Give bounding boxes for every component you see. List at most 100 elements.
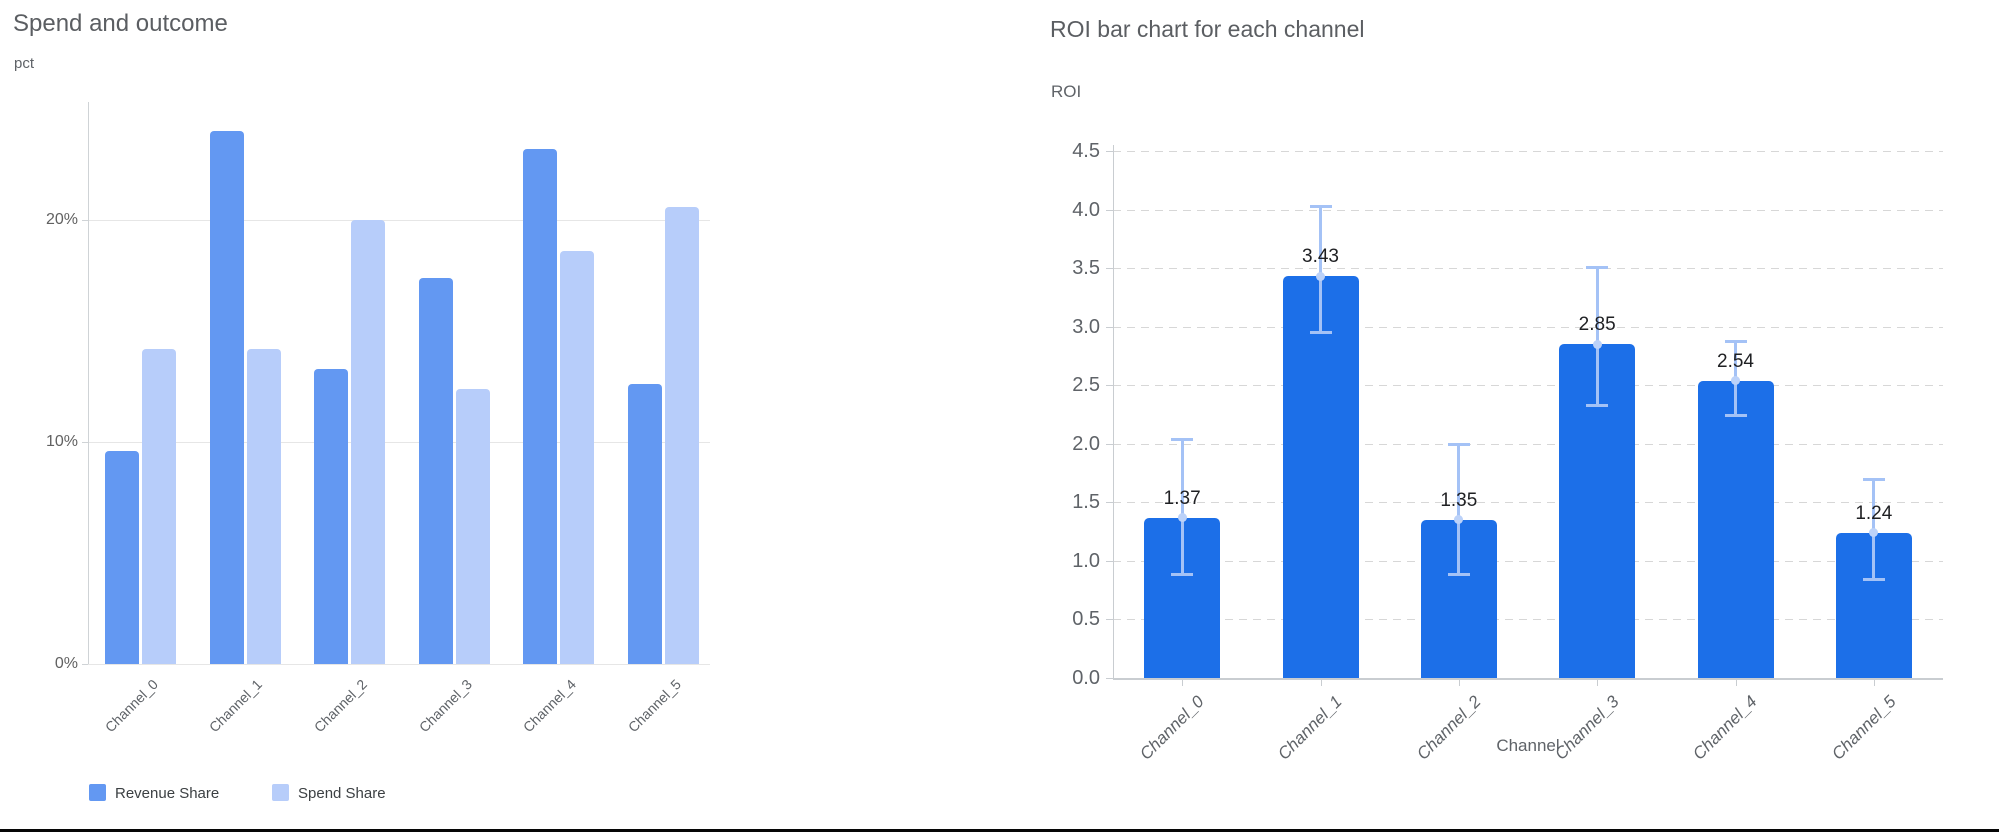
error-bar-cap-top-channel-2	[1447, 442, 1470, 446]
right-gridline-2.5	[1113, 385, 1943, 387]
error-bar-line-channel-1	[1319, 206, 1322, 333]
right-gridline-3.5	[1113, 268, 1943, 270]
bar-spend-share-channel-5	[665, 206, 699, 664]
bar-spend-share-channel-1	[246, 348, 281, 664]
legend-swatch-spend-share	[272, 784, 289, 801]
right-chart-title: ROI bar chart for each channel	[1050, 16, 1365, 42]
bar-revenue-share-channel-2	[314, 368, 349, 664]
right-y-tick-mark	[1106, 209, 1113, 211]
right-x-axis-line	[1113, 678, 1943, 680]
bottom-border-line	[0, 829, 1999, 832]
right-y-axis-line	[1113, 145, 1114, 678]
right-y-tick-label-1.0: 1.0	[1072, 549, 1100, 572]
bar-revenue-share-channel-0	[105, 450, 139, 664]
error-bar-cap-top-channel-0	[1171, 438, 1194, 442]
right-y-tick-mark	[1106, 151, 1113, 153]
right-x-tick-mark-channel-4	[1735, 680, 1737, 686]
right-x-axis-title: Channel	[1496, 736, 1560, 755]
right-y-tick-mark	[1106, 443, 1113, 445]
right-gridline-4.0	[1113, 209, 1943, 211]
bar-roi-channel-1	[1282, 276, 1359, 678]
right-x-tick-mark-channel-2	[1458, 680, 1460, 686]
left-y-tick-label-0%: 0%	[54, 655, 78, 672]
bar-spend-share-channel-0	[142, 348, 176, 664]
left-y-tick-mark	[82, 220, 88, 221]
right-gridline-4.5	[1113, 151, 1943, 153]
right-y-tick-label-4.5: 4.5	[1072, 140, 1100, 163]
left-gridline-20%	[88, 220, 710, 221]
error-bar-dot-channel-4	[1731, 376, 1740, 386]
bar-value-label-channel-2: 1.35	[1440, 489, 1478, 511]
left-y-tick-label-20%: 20%	[45, 211, 78, 228]
error-bar-line-channel-3	[1595, 267, 1599, 407]
bar-value-label-channel-3: 2.85	[1578, 314, 1616, 336]
bar-revenue-share-channel-1	[209, 131, 244, 664]
right-y-tick-label-1.5: 1.5	[1072, 491, 1100, 514]
right-gridline-0.5	[1113, 619, 1943, 621]
bar-revenue-share-channel-5	[628, 384, 662, 664]
right-y-tick-mark	[1106, 385, 1113, 387]
legend-label-revenue-share: Revenue Share	[115, 785, 220, 802]
right-y-tick-label-3.5: 3.5	[1072, 257, 1100, 280]
error-bar-cap-top-channel-4	[1724, 339, 1747, 343]
bar-revenue-share-channel-4	[523, 148, 558, 664]
left-y-axis-unit-label: pct	[14, 55, 35, 72]
left-y-tick-mark	[82, 442, 88, 443]
left-y-axis-line	[88, 102, 89, 664]
bar-spend-share-channel-2	[351, 220, 386, 664]
right-x-label-channel-1: Channel_1	[1274, 692, 1346, 764]
error-bar-line-channel-0	[1180, 439, 1184, 575]
right-y-axis-unit-label: ROI	[1051, 82, 1082, 101]
right-y-tick-label-3.0: 3.0	[1072, 315, 1100, 338]
left-chart-title: Spend and outcome	[13, 10, 228, 37]
right-y-tick-label-2.5: 2.5	[1072, 374, 1100, 397]
bar-revenue-share-channel-3	[418, 277, 453, 664]
error-bar-cap-bottom-channel-5	[1862, 577, 1885, 581]
right-y-tick-mark	[1106, 560, 1113, 562]
right-x-tick-mark-channel-0	[1182, 680, 1184, 686]
right-x-tick-mark-channel-1	[1320, 680, 1322, 686]
bar-roi-channel-4	[1697, 380, 1774, 678]
error-bar-dot-channel-5	[1869, 528, 1879, 538]
bar-value-label-channel-0: 1.37	[1163, 487, 1201, 509]
right-gridline-1.5	[1113, 502, 1943, 504]
right-y-tick-label-2.0: 2.0	[1072, 432, 1100, 455]
right-gridline-3.0	[1113, 326, 1943, 328]
left-gridline-0%	[88, 664, 710, 665]
left-gridline-10%	[88, 442, 710, 443]
left-y-tick-label-10%: 10%	[45, 433, 78, 450]
error-bar-cap-bottom-channel-0	[1171, 572, 1194, 576]
bar-spend-share-channel-3	[455, 388, 490, 664]
left-y-tick-mark	[82, 664, 88, 665]
error-bar-dot-channel-2	[1454, 515, 1464, 525]
error-bar-cap-bottom-channel-1	[1309, 330, 1332, 334]
right-y-tick-label-0.5: 0.5	[1072, 608, 1100, 631]
right-y-tick-mark	[1106, 678, 1113, 679]
bar-value-label-channel-5: 1.24	[1855, 502, 1893, 524]
error-bar-cap-bottom-channel-3	[1586, 404, 1609, 408]
right-gridline-1.0	[1113, 560, 1943, 562]
right-x-tick-mark-channel-5	[1873, 680, 1875, 686]
bar-value-label-channel-1: 3.43	[1302, 246, 1339, 268]
error-bar-cap-top-channel-5	[1862, 477, 1885, 481]
legend-label-spend-share: Spend Share	[298, 785, 386, 802]
right-x-tick-mark-channel-3	[1597, 680, 1599, 686]
legend-swatch-revenue-share	[89, 784, 106, 801]
right-x-label-channel-0: Channel_0	[1136, 692, 1208, 764]
error-bar-cap-bottom-channel-4	[1724, 413, 1747, 417]
right-gridline-2.0	[1113, 443, 1943, 445]
right-y-tick-mark	[1106, 619, 1113, 621]
right-x-label-channel-5: Channel_5	[1827, 692, 1900, 764]
error-bar-cap-top-channel-1	[1309, 205, 1332, 209]
error-bar-dot-channel-0	[1177, 513, 1187, 523]
right-y-tick-label-0.0: 0.0	[1072, 667, 1100, 689]
error-bar-line-channel-2	[1457, 443, 1461, 575]
error-bar-cap-bottom-channel-2	[1447, 572, 1470, 576]
right-y-tick-mark	[1106, 502, 1113, 504]
bar-value-label-channel-4: 2.54	[1717, 350, 1754, 372]
bar-spend-share-channel-4	[560, 251, 595, 664]
